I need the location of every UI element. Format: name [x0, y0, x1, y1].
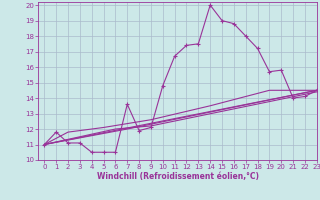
X-axis label: Windchill (Refroidissement éolien,°C): Windchill (Refroidissement éolien,°C) — [97, 172, 259, 181]
